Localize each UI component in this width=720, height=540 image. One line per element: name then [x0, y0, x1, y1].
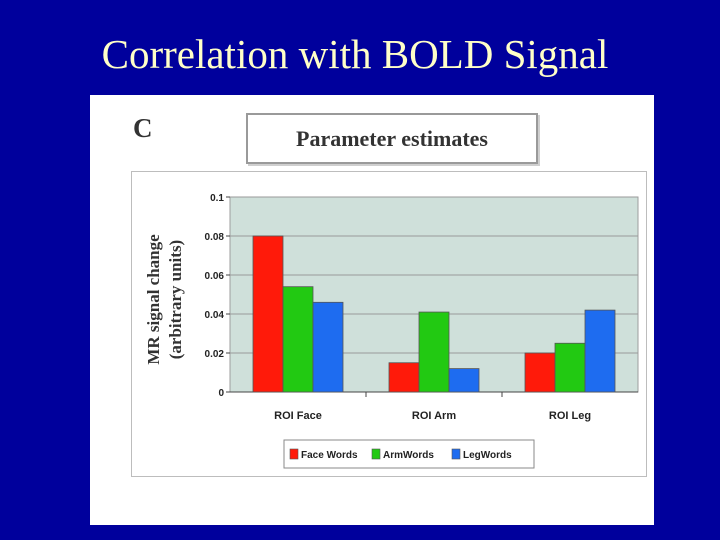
y-tick-label: 0.06 [205, 271, 225, 282]
bar-legwords [448, 368, 480, 393]
figure-panel: C Parameter estimates 0 0.02 0.04 0.06 0.08 0… [90, 95, 654, 525]
bar-face-words [388, 362, 420, 393]
legend-swatch [371, 448, 381, 460]
x-tick-label: ROI Arm [412, 410, 456, 422]
y-axis-label: (arbitrary units) [166, 240, 185, 359]
x-tick-label: ROI Leg [549, 410, 591, 422]
bar-face-words [524, 352, 556, 393]
legend-swatch [289, 448, 299, 460]
x-tick-label: ROI Face [274, 410, 322, 422]
panel-letter: C [133, 113, 153, 143]
bar-chart: 0 0.02 0.04 0.06 0.08 0.1 ROI Face ROI Arm ROI L… [144, 193, 639, 469]
slide-title: Correlation with BOLD Signal [101, 31, 609, 77]
legend-label: LegWords [463, 450, 512, 461]
y-tick-label: 0.02 [205, 349, 225, 360]
bar-legwords [312, 301, 344, 393]
y-tick-label: 0.08 [205, 232, 225, 243]
chart-title: Parameter estimates [246, 113, 538, 164]
bar-armwords [282, 286, 314, 393]
bar-legwords [584, 309, 616, 393]
bar-face-words [252, 235, 284, 393]
bar-armwords [554, 342, 586, 393]
y-tick-label: 0.04 [205, 310, 225, 321]
chart-frame: 0 0.02 0.04 0.06 0.08 0.1 ROI Face ROI Arm ROI L… [131, 171, 647, 477]
y-tick-label: 0 [218, 388, 224, 399]
legend-box [283, 439, 535, 469]
legend-label: ArmWords [383, 450, 434, 461]
y-axis-label: MR signal change [144, 234, 163, 365]
legend-label: Face Words [301, 450, 358, 461]
legend-swatch [451, 448, 461, 460]
y-tick-label: 0.1 [210, 193, 224, 204]
bar-armwords [418, 311, 450, 393]
